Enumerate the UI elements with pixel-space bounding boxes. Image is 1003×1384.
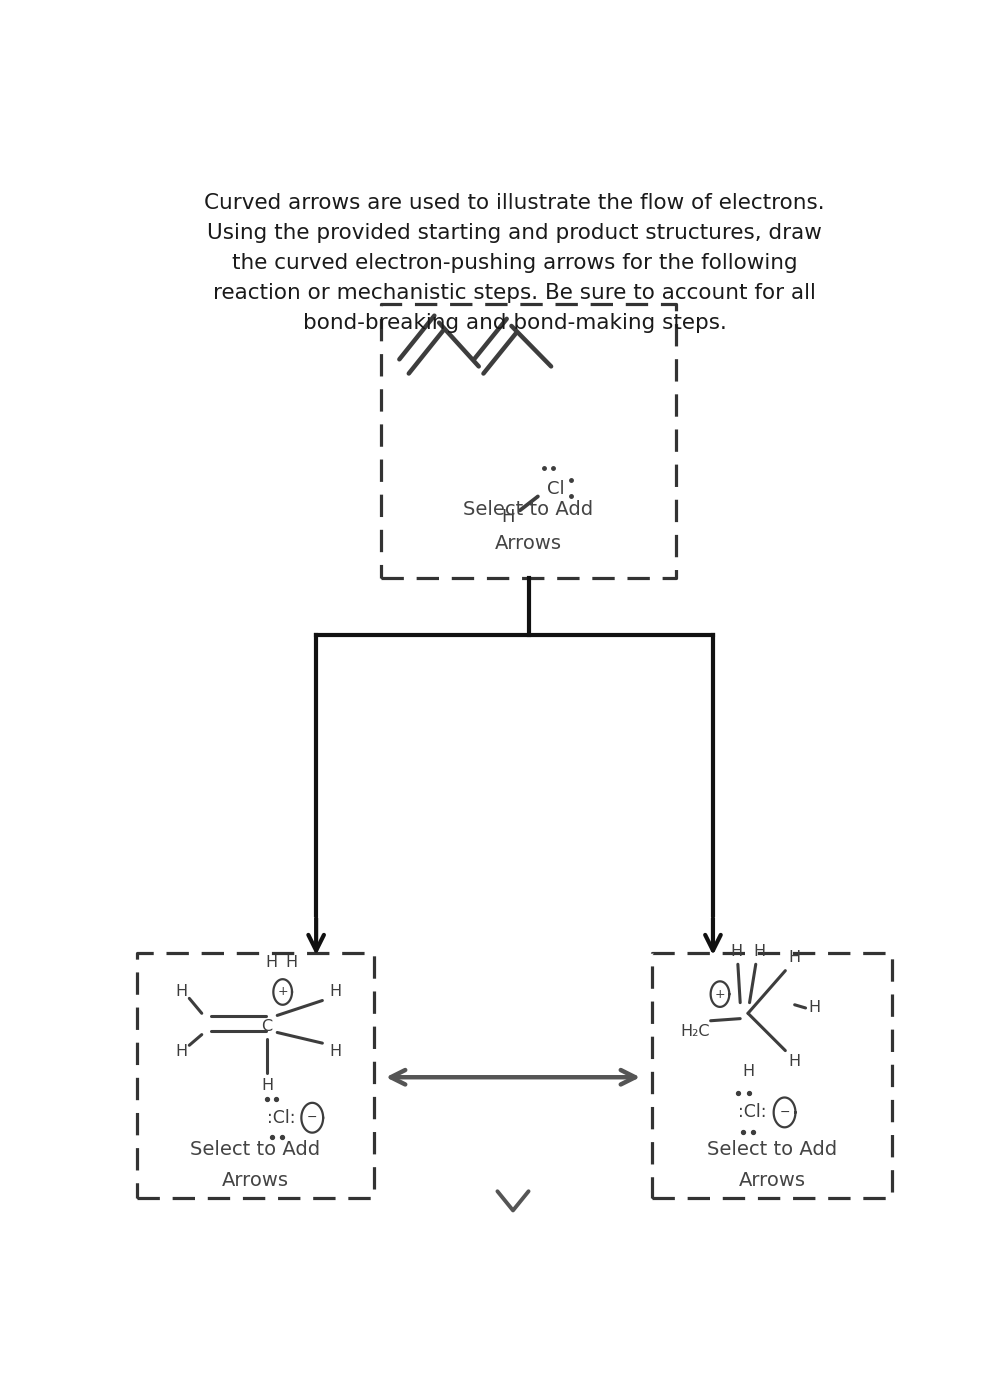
- Text: bond-breaking and bond-making steps.: bond-breaking and bond-making steps.: [302, 313, 726, 332]
- Text: Using the provided starting and product structures, draw: Using the provided starting and product …: [207, 223, 821, 244]
- Text: H: H: [265, 955, 277, 970]
- Text: +: +: [277, 985, 288, 998]
- Text: H: H: [741, 1064, 753, 1080]
- Text: H: H: [729, 944, 741, 959]
- Text: Select to Add: Select to Add: [706, 1140, 837, 1160]
- Text: C: C: [262, 1019, 273, 1034]
- Text: H: H: [787, 1053, 800, 1068]
- Text: H: H: [176, 1044, 188, 1059]
- Text: H: H: [500, 508, 514, 526]
- Text: H: H: [176, 984, 188, 999]
- Text: Arrows: Arrows: [738, 1171, 804, 1190]
- Text: Curved arrows are used to illustrate the flow of electrons.: Curved arrows are used to illustrate the…: [204, 194, 824, 213]
- Text: H: H: [753, 944, 765, 959]
- Text: Arrows: Arrows: [222, 1171, 289, 1190]
- Text: H: H: [285, 955, 297, 970]
- Text: :Cl:: :Cl:: [267, 1109, 295, 1127]
- Text: H: H: [329, 984, 341, 999]
- Text: reaction or mechanistic steps. Be sure to account for all: reaction or mechanistic steps. Be sure t…: [213, 282, 815, 303]
- Text: Select to Add: Select to Add: [191, 1140, 320, 1160]
- Text: Cl: Cl: [547, 480, 564, 498]
- Text: Arrows: Arrows: [494, 534, 562, 552]
- Text: −: −: [307, 1111, 317, 1124]
- Text: H: H: [807, 1001, 819, 1016]
- Text: H: H: [329, 1044, 341, 1059]
- Text: +: +: [714, 988, 724, 1001]
- Text: Select to Add: Select to Add: [463, 500, 593, 519]
- Text: H: H: [261, 1078, 273, 1093]
- Text: H₂C: H₂C: [680, 1024, 709, 1039]
- Text: −: −: [778, 1106, 789, 1118]
- Text: H: H: [787, 951, 800, 966]
- Text: :Cl:: :Cl:: [737, 1103, 765, 1121]
- Text: the curved electron-pushing arrows for the following: the curved electron-pushing arrows for t…: [232, 253, 796, 273]
